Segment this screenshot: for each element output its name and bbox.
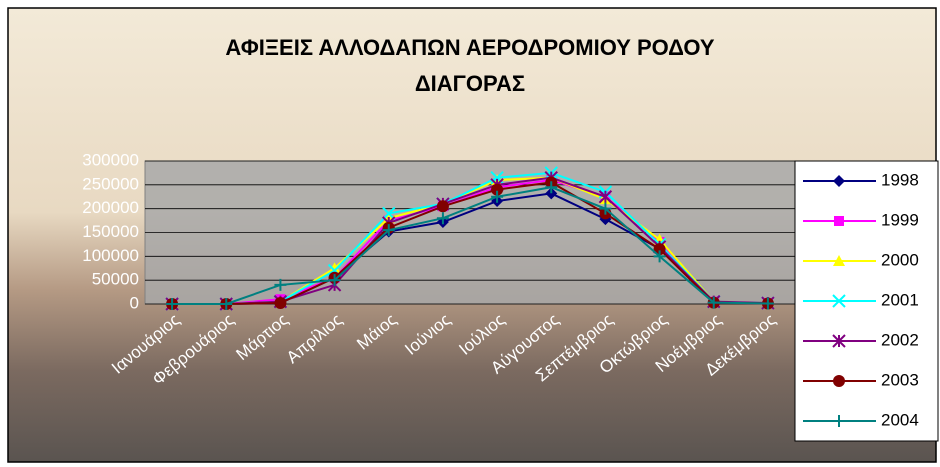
legend-marker: [833, 375, 845, 387]
data-point: [545, 187, 558, 200]
data-point: [491, 190, 504, 203]
data-point: [274, 297, 287, 310]
data-point: [220, 298, 233, 310]
legend-label: 2004: [881, 410, 919, 429]
chart-title: ΑΦΙΞΕΙΣ ΑΛΛΟΔΑΠΩΝ ΑΕΡΟΔΡΟΜΙΟΥ ΡΟΔΟΥ ΔΙΑΓ…: [225, 35, 715, 96]
data-point: [653, 250, 666, 263]
data-point: [491, 183, 504, 196]
legend-marker: [833, 255, 845, 266]
data-point: [599, 202, 612, 215]
data-point: [274, 278, 287, 291]
legend-marker: [834, 216, 844, 226]
data-point: [598, 190, 613, 204]
data-point: [382, 224, 395, 237]
legend-marker: [833, 175, 845, 187]
y-tick-label: 300000: [82, 150, 139, 169]
data-point: [436, 212, 449, 225]
legend-label: 2000: [881, 250, 919, 269]
series-line: [172, 186, 768, 305]
y-tick-label: 50000: [92, 270, 139, 289]
y-tick-label: 0: [130, 293, 139, 312]
data-point: [761, 297, 774, 310]
y-tick-label: 150000: [82, 222, 139, 241]
legend-label: 1998: [881, 170, 919, 189]
y-tick-label: 250000: [82, 174, 139, 193]
series-line: [172, 181, 768, 305]
legend-marker: [833, 415, 845, 427]
series-line: [172, 176, 768, 305]
legend-marker: [832, 294, 846, 308]
data-point: [382, 206, 396, 221]
y-tick-label: 200000: [82, 198, 139, 217]
data-point: [436, 200, 449, 213]
data-point: [653, 243, 666, 256]
series-line: [172, 179, 768, 305]
legend-label: 1999: [881, 210, 919, 229]
y-tick-label: 100000: [82, 246, 139, 265]
data-point: [328, 274, 341, 287]
data-point: [166, 298, 179, 310]
legend-label: 2001: [881, 290, 919, 309]
data-point: [545, 181, 558, 194]
legend-marker: [832, 334, 846, 348]
data-point: [707, 296, 720, 309]
data-point: [328, 262, 341, 274]
legend-label: 2002: [881, 330, 919, 349]
legend-label: 2003: [881, 370, 919, 389]
